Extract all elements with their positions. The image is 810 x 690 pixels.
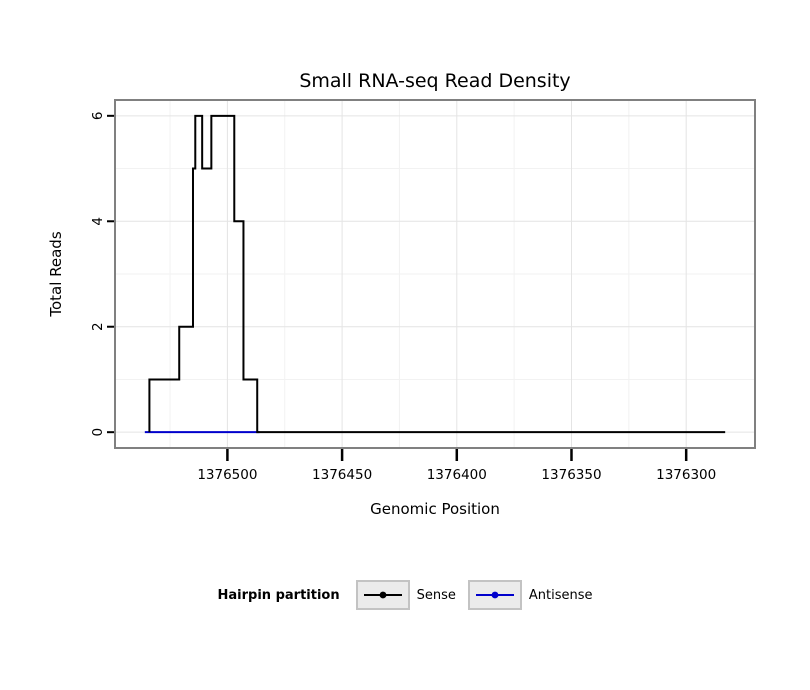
x-axis-title: Genomic Position bbox=[370, 500, 500, 518]
legend-label-sense: Sense bbox=[416, 587, 456, 603]
legend-title: Hairpin partition bbox=[217, 587, 340, 603]
y-tick-label: 0 bbox=[90, 428, 106, 437]
legend: Hairpin partition Sense Antisense bbox=[0, 580, 810, 610]
legend-key-sense-icon bbox=[355, 580, 410, 610]
chart-title: Small RNA-seq Read Density bbox=[299, 70, 571, 92]
y-tick-label: 2 bbox=[90, 322, 106, 331]
y-tick-label: 4 bbox=[90, 217, 106, 226]
legend-key-antisense-icon bbox=[467, 580, 522, 610]
x-tick-label: 1376500 bbox=[197, 467, 257, 483]
series-line-sense bbox=[148, 114, 726, 434]
x-tick-label: 1376300 bbox=[656, 467, 716, 483]
y-tick-label: 6 bbox=[90, 112, 106, 121]
x-tick-label: 1376450 bbox=[312, 467, 372, 483]
legend-label-antisense: Antisense bbox=[528, 587, 593, 603]
x-tick-label: 1376400 bbox=[427, 467, 487, 483]
panel-border bbox=[114, 99, 756, 449]
legend-item-antisense: Antisense bbox=[467, 580, 593, 610]
x-tick-label: 1376350 bbox=[541, 467, 601, 483]
legend-item-sense: Sense bbox=[355, 580, 456, 610]
